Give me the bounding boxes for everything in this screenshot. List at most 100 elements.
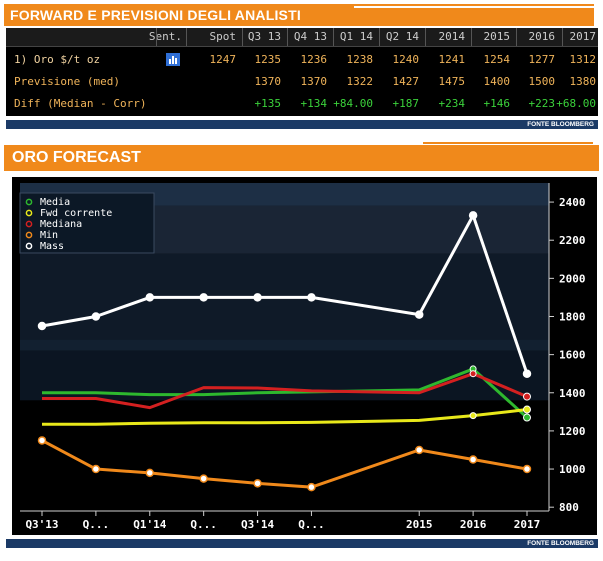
data-point [469,412,477,420]
data-point [37,436,47,445]
x-tick-label: 2016 [460,518,487,531]
column-divider [186,28,187,46]
x-tick-label: Q... [83,518,110,531]
data-point [414,445,424,455]
legend-marker [25,198,33,206]
data-point [523,405,531,414]
column-header: 2016 [528,30,556,43]
table-row: Previsione (med) 1370 1370 1322 1427 1475 1400… [6,72,598,92]
y-tick-label: 1200 [559,425,586,438]
legend-marker [25,209,33,217]
data-point [307,482,316,492]
table-cell: +84.00 [333,97,373,110]
row-label: 1) Oro $/t oz [14,53,101,66]
data-point [468,455,478,464]
table-cell: +146 [483,97,511,110]
banner-stripe [354,6,594,8]
table-cell: 1370 [300,75,328,88]
column-header: Q4 13 [293,30,327,43]
source-label: FONTE BLOOMBERG [6,120,598,129]
series-line-mediana [42,372,528,410]
x-tick-label: Q3'14 [241,518,274,531]
table-cell: 1240 [392,53,420,66]
top-banner: FORWARD E PREVISIONI DEGLI ANALISTI [4,4,594,26]
x-tick-label: Q... [190,518,217,531]
table-cell: +68.00 [556,97,596,110]
column-header: Q2 14 [385,30,419,43]
table-cell: +135 [254,97,282,110]
data-point [37,321,47,331]
table-cell: +223 [528,97,556,110]
data-point [468,211,478,220]
y-tick-label: 1800 [559,310,586,323]
table-cell: 1400 [483,75,511,88]
column-divider [242,28,243,46]
legend-label: Min [40,230,58,241]
table-cell: 1241 [438,53,466,66]
x-tick-label: Q... [298,518,325,531]
table-cell: 1238 [346,53,374,66]
chart-icon [166,53,180,73]
column-header: Q1 14 [339,30,373,43]
table-cell: 1312 [569,53,597,66]
table-cell: 1427 [392,75,420,88]
column-divider [471,28,472,46]
table-cell: 1235 [254,53,282,66]
data-point [523,413,531,422]
series-line-fwd-corrente [42,408,528,426]
x-tick-label: 2015 [406,518,433,531]
y-tick-label: 2200 [559,234,586,247]
data-point [469,370,477,378]
y-tick-label: 800 [559,501,579,514]
data-point [253,479,262,488]
y-tick-label: 1600 [559,349,586,362]
data-point [522,464,532,474]
y-tick-label: 1400 [559,387,586,400]
x-tick-label: Q3'13 [25,518,58,531]
data-point [253,293,262,302]
top-banner-title: FORWARD E PREVISIONI DEGLI ANALISTI [10,7,301,23]
column-divider [516,28,517,46]
chart-svg: 800 1000 1200 1400 1600 1800 2000 2200 2400 Q3'13… [19,183,586,531]
chart-banner: ORO FORECAST [4,142,599,171]
x-tick-label: 2017 [514,518,541,531]
x-tick-label: Q1'14 [133,518,166,531]
gold-forecast-chart: 800 1000 1200 1400 1600 1800 2000 2200 2400 Q3'13… [12,177,597,535]
table-header: Sent. Spot Q3 13 Q4 13 Q1 14 Q2 14 2014 2015 201… [6,28,598,47]
chart-background-band [20,400,549,511]
data-point [91,464,101,474]
legend-marker [25,231,33,239]
table-cell: 1475 [438,75,466,88]
forecast-table: Sent. Spot Q3 13 Q4 13 Q1 14 Q2 14 2014 2015 201… [6,28,598,116]
table-row: Diff (Median - Corr) +135 +134 +84.00 +187 +2… [6,94,598,114]
table-cell: 1322 [346,75,374,88]
data-point [145,293,155,302]
column-divider [562,28,563,46]
data-point [91,312,101,321]
column-header: Spot [209,30,237,43]
column-divider [379,28,380,46]
legend-label: Fwd corrente [40,208,112,219]
data-point [199,293,208,302]
legend-label: Mediana [40,219,82,230]
table-cell: 1236 [300,53,328,66]
y-tick-label: 1000 [559,463,586,476]
table-cell: 1254 [483,53,511,66]
data-point [522,369,532,378]
column-divider [425,28,426,46]
table-cell: +234 [438,97,466,110]
table-cell: +134 [300,97,328,110]
column-divider [333,28,334,46]
legend-marker [25,220,33,228]
y-tick-label: 2000 [559,272,586,285]
source-label: FONTE BLOOMBERG [6,539,598,548]
chart-banner-title: ORO FORECAST [12,149,141,166]
table-cell: +187 [392,97,420,110]
banner-stripe [423,142,593,144]
legend-marker [25,242,33,250]
data-point [523,392,531,401]
column-divider [287,28,288,46]
table-cell: 1380 [569,75,597,88]
table-cell: 1500 [528,75,556,88]
column-header: 2015 [483,30,511,43]
